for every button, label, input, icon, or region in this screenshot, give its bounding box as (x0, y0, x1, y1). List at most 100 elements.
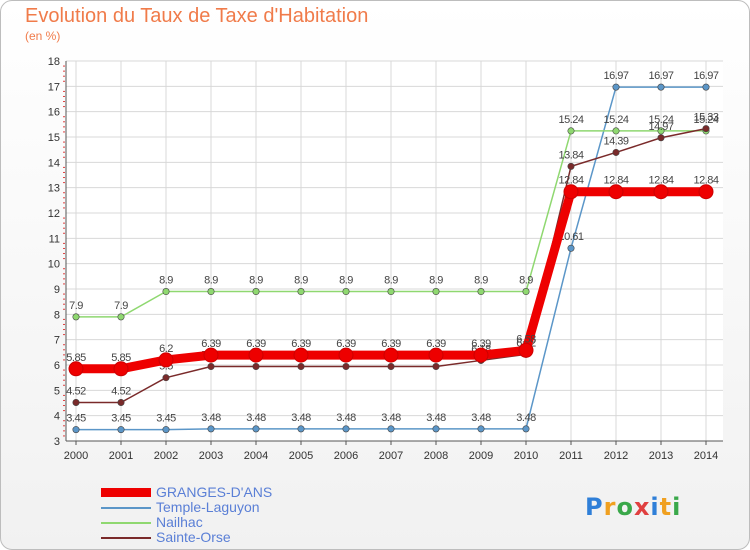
data-label: 8.9 (294, 275, 308, 287)
x-tick-label: 2010 (514, 450, 538, 462)
minor-tick (63, 192, 65, 194)
legend: GRANGES-D'ANS Temple-Laguyon Nailhac Sai… (101, 484, 361, 545)
data-point (293, 347, 309, 363)
y-tick-label: 14 (48, 157, 60, 169)
legend-label: Sainte-Orse (156, 529, 231, 545)
data-point (473, 347, 489, 363)
minor-tick (63, 430, 65, 432)
data-point (612, 83, 620, 91)
data-point (162, 426, 170, 434)
data-point (657, 83, 665, 91)
data-point (248, 347, 264, 363)
y-tick-label: 15 (48, 132, 60, 144)
data-point (68, 361, 84, 377)
data-label: 6.39 (381, 338, 401, 350)
minor-tick (63, 242, 65, 244)
data-label: 4.52 (66, 385, 86, 397)
data-point (252, 288, 260, 296)
data-label: 6.39 (246, 338, 266, 350)
data-point (342, 363, 350, 371)
minor-tick (63, 425, 65, 427)
data-label: 6.39 (426, 338, 446, 350)
logo-letter: i (650, 493, 660, 521)
x-tick-label: 2005 (289, 450, 313, 462)
data-label: 7.9 (114, 300, 128, 312)
minor-tick (63, 329, 65, 331)
data-label: 8.9 (249, 275, 263, 287)
data-point (387, 425, 395, 433)
minor-tick (63, 146, 65, 148)
legend-swatch (101, 522, 151, 524)
data-label: 15.24 (648, 114, 673, 126)
data-point (387, 288, 395, 296)
legend-swatch (101, 488, 151, 497)
x-tick-label: 2013 (649, 450, 673, 462)
data-point (342, 425, 350, 433)
minor-tick (63, 344, 65, 346)
minor-tick (63, 166, 65, 168)
data-label: 15.24 (558, 114, 583, 126)
minor-tick (63, 75, 65, 77)
x-tick-label: 2007 (379, 450, 403, 462)
minor-tick (63, 131, 65, 133)
data-label: 6.39 (336, 338, 356, 350)
x-tick-label: 2009 (469, 450, 493, 462)
y-tick-label: 4 (54, 411, 60, 423)
logo-letter: o (616, 493, 634, 521)
chart-subtitle: (en %) (25, 29, 61, 43)
data-label: 4.52 (111, 385, 131, 397)
data-point (162, 288, 170, 296)
minor-tick (63, 90, 65, 92)
data-point (518, 342, 534, 358)
data-point (72, 426, 80, 434)
data-label: 8.9 (429, 275, 443, 287)
logo-letter: t (659, 493, 673, 521)
data-label: 6.39 (471, 338, 491, 350)
minor-tick (63, 141, 65, 143)
data-point (477, 425, 485, 433)
minor-tick (63, 217, 65, 219)
data-point (117, 313, 125, 321)
data-point (117, 398, 125, 406)
data-point (113, 361, 129, 377)
minor-tick (63, 202, 65, 204)
data-point (567, 127, 575, 135)
legend-label: GRANGES-D'ANS (156, 484, 273, 500)
minor-tick (63, 258, 65, 260)
minor-tick (63, 126, 65, 128)
data-point (117, 426, 125, 434)
x-tick-label: 2004 (244, 450, 268, 462)
minor-tick (63, 197, 65, 199)
minor-tick (63, 323, 65, 325)
minor-tick (63, 273, 65, 275)
data-point (252, 425, 260, 433)
data-label: 16.97 (648, 70, 673, 82)
data-point (657, 127, 665, 135)
data-label: 3.48 (381, 412, 401, 424)
x-tick-label: 2014 (694, 450, 718, 462)
data-point (477, 288, 485, 296)
minor-tick (63, 247, 65, 249)
data-label: 6.39 (201, 338, 221, 350)
minor-tick (63, 298, 65, 300)
proxiti-logo: Proxiti (585, 493, 681, 521)
minor-tick (63, 182, 65, 184)
y-tick-label: 6 (54, 360, 60, 372)
legend-label: Nailhac (156, 514, 203, 530)
logo-letter: r (603, 493, 617, 521)
data-label: 13.84 (558, 149, 583, 161)
data-label: 14.39 (603, 135, 628, 147)
logo-letter: i (672, 493, 682, 521)
chart-title: Evolution du Taux de Taxe d'Habitation (25, 5, 369, 27)
minor-tick (63, 354, 65, 356)
data-point (653, 184, 669, 200)
minor-tick (63, 420, 65, 422)
minor-tick (63, 116, 65, 118)
data-point (207, 425, 215, 433)
data-label: 3.45 (66, 413, 86, 425)
data-label: 8.9 (339, 275, 353, 287)
y-tick-label: 17 (48, 81, 60, 93)
minor-tick (63, 101, 65, 103)
logo-letter: x (633, 493, 651, 521)
data-point (567, 162, 575, 170)
